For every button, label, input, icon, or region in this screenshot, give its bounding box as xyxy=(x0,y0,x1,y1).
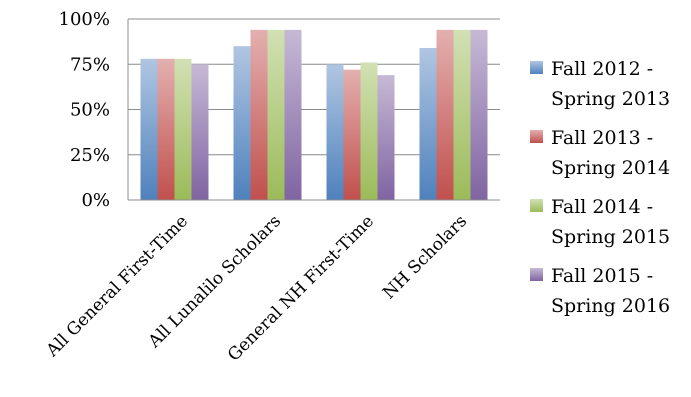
bar xyxy=(470,29,488,200)
bar xyxy=(360,62,378,200)
legend-swatch xyxy=(530,130,543,143)
bar xyxy=(250,29,268,200)
bar xyxy=(157,58,175,200)
bar xyxy=(140,58,158,200)
bars xyxy=(140,29,488,201)
y-tick-label: 25% xyxy=(70,145,110,166)
legend-label: Spring 2014 xyxy=(551,157,670,179)
bar xyxy=(284,29,302,200)
bar xyxy=(191,64,209,200)
bar xyxy=(326,64,344,200)
y-tick-labels: 0% 25% 50% 75% 100% xyxy=(59,9,110,211)
legend-label: Fall 2014 - xyxy=(551,196,653,218)
legend-swatch xyxy=(530,61,543,74)
legend-label: Spring 2016 xyxy=(551,295,670,317)
y-tick-label: 100% xyxy=(59,9,110,30)
legend-label: Fall 2015 - xyxy=(551,265,653,287)
bar xyxy=(436,29,454,200)
bar xyxy=(343,69,361,201)
legend-swatch xyxy=(530,199,543,212)
legend-label: Spring 2015 xyxy=(551,226,670,248)
legend-label: Spring 2013 xyxy=(551,88,670,110)
bar xyxy=(267,29,285,200)
y-tick-label: 50% xyxy=(70,100,110,121)
legend-label: Fall 2013 - xyxy=(551,127,653,149)
y-tick-label: 0% xyxy=(81,190,110,211)
bar xyxy=(419,47,437,201)
axes xyxy=(127,19,500,201)
x-tick-label: NH Scholars xyxy=(379,211,471,303)
legend: Fall 2012 - Spring 2013 Fall 2013 - Spring … xyxy=(530,58,670,317)
legend-label: Fall 2012 - xyxy=(551,58,653,80)
bar xyxy=(233,46,251,201)
legend-swatch xyxy=(530,268,543,281)
bar xyxy=(377,75,395,200)
bar xyxy=(174,58,192,200)
bar xyxy=(453,29,471,200)
y-tick-label: 75% xyxy=(70,54,110,75)
